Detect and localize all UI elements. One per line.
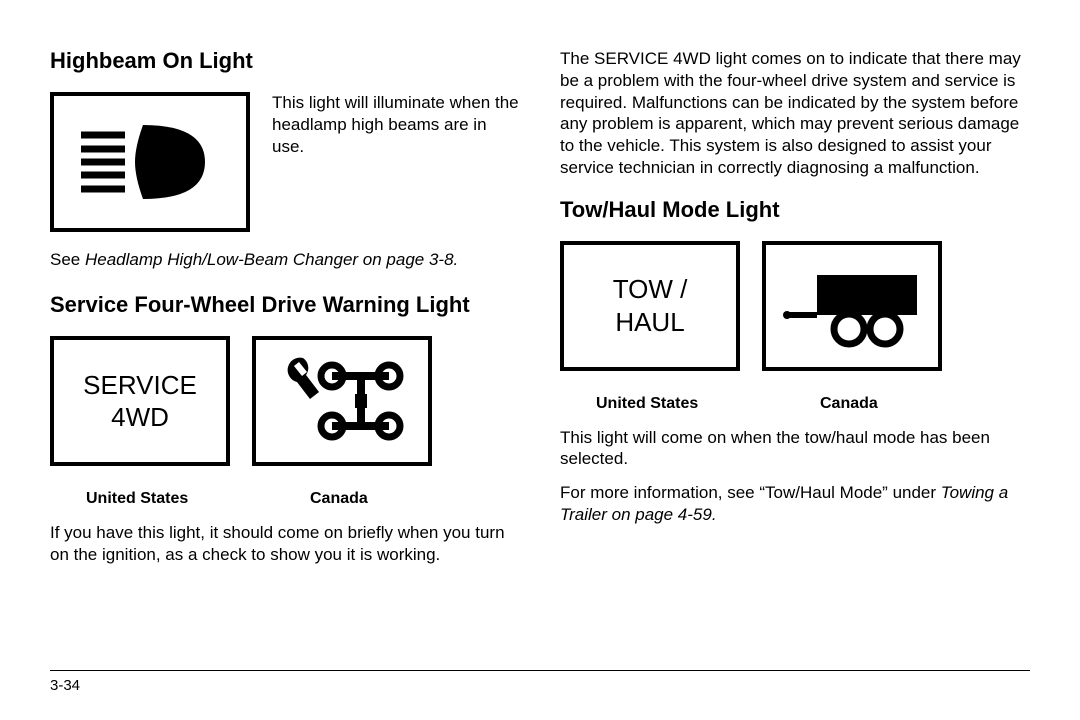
service4wd-us-text: SERVICE 4WD xyxy=(83,369,197,434)
highbeam-desc: This light will illuminate when the head… xyxy=(272,92,520,157)
page-footer: 3-34 xyxy=(50,670,1030,694)
towhaul-ca-caption: Canada xyxy=(760,395,878,413)
highbeam-ref-prefix: See xyxy=(50,250,85,269)
highbeam-ref: See Headlamp High/Low-Beam Changer on pa… xyxy=(50,250,520,270)
highbeam-ref-italic: Headlamp High/Low-Beam Changer on page 3… xyxy=(85,250,458,269)
towhaul-title: Tow/Haul Mode Light xyxy=(560,197,1030,223)
towhaul-para2: For more information, see “Tow/Haul Mode… xyxy=(560,482,1030,526)
service4wd-us-caption: United States xyxy=(50,490,250,508)
towhaul-para2-plain: For more information, see “Tow/Haul Mode… xyxy=(560,483,941,502)
service4wd-full-para: The SERVICE 4WD light comes on to indica… xyxy=(560,48,1030,179)
towhaul-ca-icon-box xyxy=(762,241,942,371)
towhaul-us-icon-box: TOW / HAUL xyxy=(560,241,740,371)
highbeam-icon xyxy=(75,117,225,207)
trailer-icon xyxy=(777,261,927,351)
wrench-drivetrain-icon xyxy=(277,354,407,449)
highbeam-icon-box xyxy=(50,92,250,232)
service4wd-ca-caption: Canada xyxy=(250,490,368,508)
towhaul-para1: This light will come on when the tow/hau… xyxy=(560,427,1030,471)
towhaul-us-text: TOW / HAUL xyxy=(613,273,688,338)
page-number: 3-34 xyxy=(50,677,80,694)
service4wd-us-icon-box: SERVICE 4WD xyxy=(50,336,230,466)
service4wd-para: If you have this light, it should come o… xyxy=(50,522,520,566)
highbeam-title: Highbeam On Light xyxy=(50,48,520,74)
towhaul-us-caption: United States xyxy=(560,395,760,413)
service4wd-ca-icon-box xyxy=(252,336,432,466)
service4wd-title: Service Four-Wheel Drive Warning Light xyxy=(50,292,520,318)
